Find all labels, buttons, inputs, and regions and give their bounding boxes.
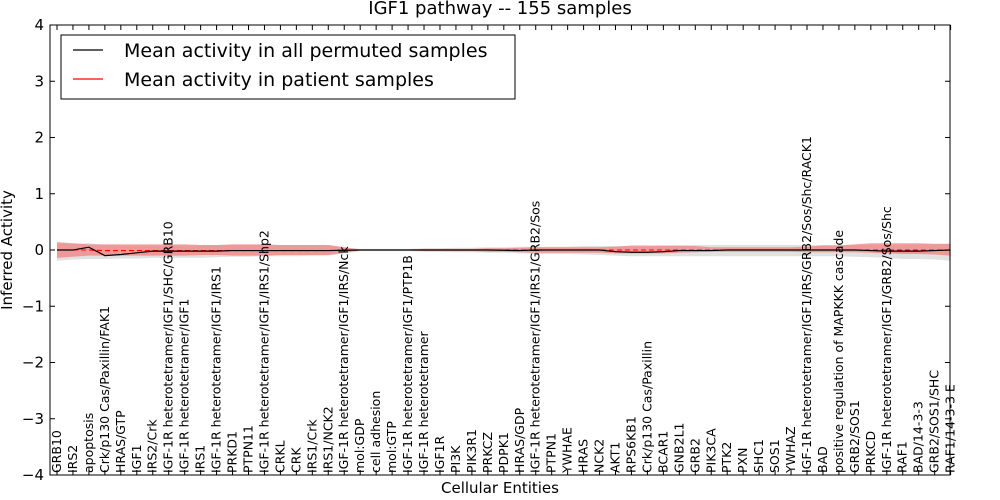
legend-label-permuted: Mean activity in all permuted samples [124, 40, 487, 62]
y-axis-label: Inferred Activity [0, 190, 16, 310]
y-tick-label: 3 [34, 72, 44, 90]
x-tick-label: IGF-1R heterotetramer/IGF1/PTP1B [400, 255, 415, 473]
y-tick-label: 4 [34, 16, 44, 34]
x-tick-label: positive regulation of MAPKKK cascade [831, 230, 846, 473]
x-tick-label: IGF-1R heterotetramer/IGF1/IRS/Nck [336, 246, 351, 473]
y-tick-label: 1 [34, 185, 44, 203]
y-tick-label: 0 [34, 241, 44, 259]
x-tick-label: IGF-1R heterotetramer/IGF1/IRS1 [209, 266, 224, 473]
x-tick-label: cell adhesion [368, 391, 383, 473]
x-tick-label: IGF-1R heterotetramer/IGF1/IRS1/GRB2/Sos [528, 201, 543, 473]
series-line-permuted [57, 246, 951, 257]
x-tick-label: PRKD1 [225, 431, 240, 473]
x-tick-label: IRS1 [193, 445, 208, 473]
plot-area [49, 24, 951, 476]
x-tick-label: mol:GDP [352, 418, 367, 473]
x-tick-label: HRAS [576, 439, 591, 473]
x-tick-label: IGF1 [129, 444, 144, 473]
x-tick-label: RPS6KB1 [623, 416, 638, 473]
x-tick-label: PTK2 [719, 442, 734, 473]
y-tick-label: 2 [34, 129, 44, 147]
x-tick-label: IRS1/Crk [304, 419, 319, 473]
x-tick-label: IGF-1R heterotetramer [416, 330, 431, 473]
x-tick-label: IGF-1R heterotetramer/IGF1/IRS1/Shp2 [256, 230, 271, 473]
x-tick-label: IRS2 [65, 445, 80, 473]
x-tick-label: PTPN1 [544, 433, 559, 473]
x-tick-label: CRK [288, 447, 303, 473]
x-tick-label: NCK2 [592, 439, 607, 473]
x-tick-label: HRAS/GTP [113, 410, 128, 473]
x-tick-label: PIK3R1 [464, 429, 479, 473]
y-axis: −4 −3 −2 −1 0 1 2 3 4 [22, 16, 950, 484]
x-axis-label: Cellular Entities [441, 479, 559, 497]
x-tick-label: GRB2 [687, 438, 702, 473]
x-tick-label: YWHAE [560, 427, 575, 474]
x-tick-label: PXN [735, 448, 750, 473]
x-tick-label: IRS2/Crk [145, 419, 160, 473]
x-tick-label: PIK3CA [703, 428, 718, 473]
x-tick-label: IGF-1R heterotetramer/IGF1/GRB2/Sos/Shc [879, 206, 894, 473]
x-tick-label: PI3K [448, 445, 463, 473]
x-tick-label: IGF-1R heterotetramer/IGF1/SHC/GRB10 [161, 221, 176, 473]
y-tick-label: −4 [22, 466, 44, 484]
x-tick-label: SOS1 [767, 439, 782, 473]
x-tick-label: RAF1/14-3-3 E [943, 384, 958, 473]
x-tick-label: RAF1 [895, 441, 910, 473]
x-tick-label: BCAR1 [655, 431, 670, 473]
x-tick-label: BAD [815, 446, 830, 473]
x-tick-label: IGF-1R heterotetramer/IGF1 [177, 299, 192, 473]
x-tick-label: PRKCZ [480, 432, 495, 473]
legend: Mean activity in all permuted samples Me… [60, 34, 516, 100]
x-tick-label: GRB10 [49, 430, 64, 473]
x-tick-label: SHC1 [751, 439, 766, 473]
x-tick-label: HRAS/GDP [512, 407, 527, 473]
x-tick-label: GNB2L1 [671, 423, 686, 473]
y-tick-label: −3 [22, 410, 44, 428]
x-tick-label: IGF-1R heterotetramer/IGF1/IRS/GRB2/Sos/… [799, 136, 814, 473]
chart-title: IGF1 pathway -- 155 samples [368, 0, 631, 19]
x-tick-label: BAD/14-3-3 [911, 401, 926, 473]
y-tick-label: −2 [22, 354, 44, 372]
legend-label-patient: Mean activity in patient samples [124, 69, 434, 91]
x-tick-label: Crk/p130 Cas/Paxillin/FAK1 [97, 306, 112, 473]
x-tick-label: AKT1 [608, 442, 623, 473]
x-tick-label: PTPN11 [240, 425, 255, 473]
x-tick-label: YWHAZ [783, 426, 798, 474]
legend-box [60, 34, 516, 100]
y-tick-label: −1 [22, 297, 44, 315]
x-tick-label: IRS1/NCK2 [320, 406, 335, 473]
x-tick-label: PRKCD [863, 431, 878, 473]
x-tick-label: GRB2/SOS1/SHC [927, 370, 942, 473]
x-tick-label: GRB2/SOS1 [847, 400, 862, 473]
x-tick-label: PDPK1 [496, 432, 511, 473]
x-tick-label: CRKL [272, 440, 287, 473]
x-axis: GRB10 IRS2 apoptosis Crk/p130 Cas/Paxillin/… [49, 25, 958, 475]
x-tick-label: apoptosis [81, 413, 96, 473]
x-tick-label: Crk/p130 Cas/Paxillin [639, 341, 654, 473]
x-tick-label: mol:GTP [384, 421, 399, 473]
x-tick-label: IGF1R [432, 435, 447, 473]
